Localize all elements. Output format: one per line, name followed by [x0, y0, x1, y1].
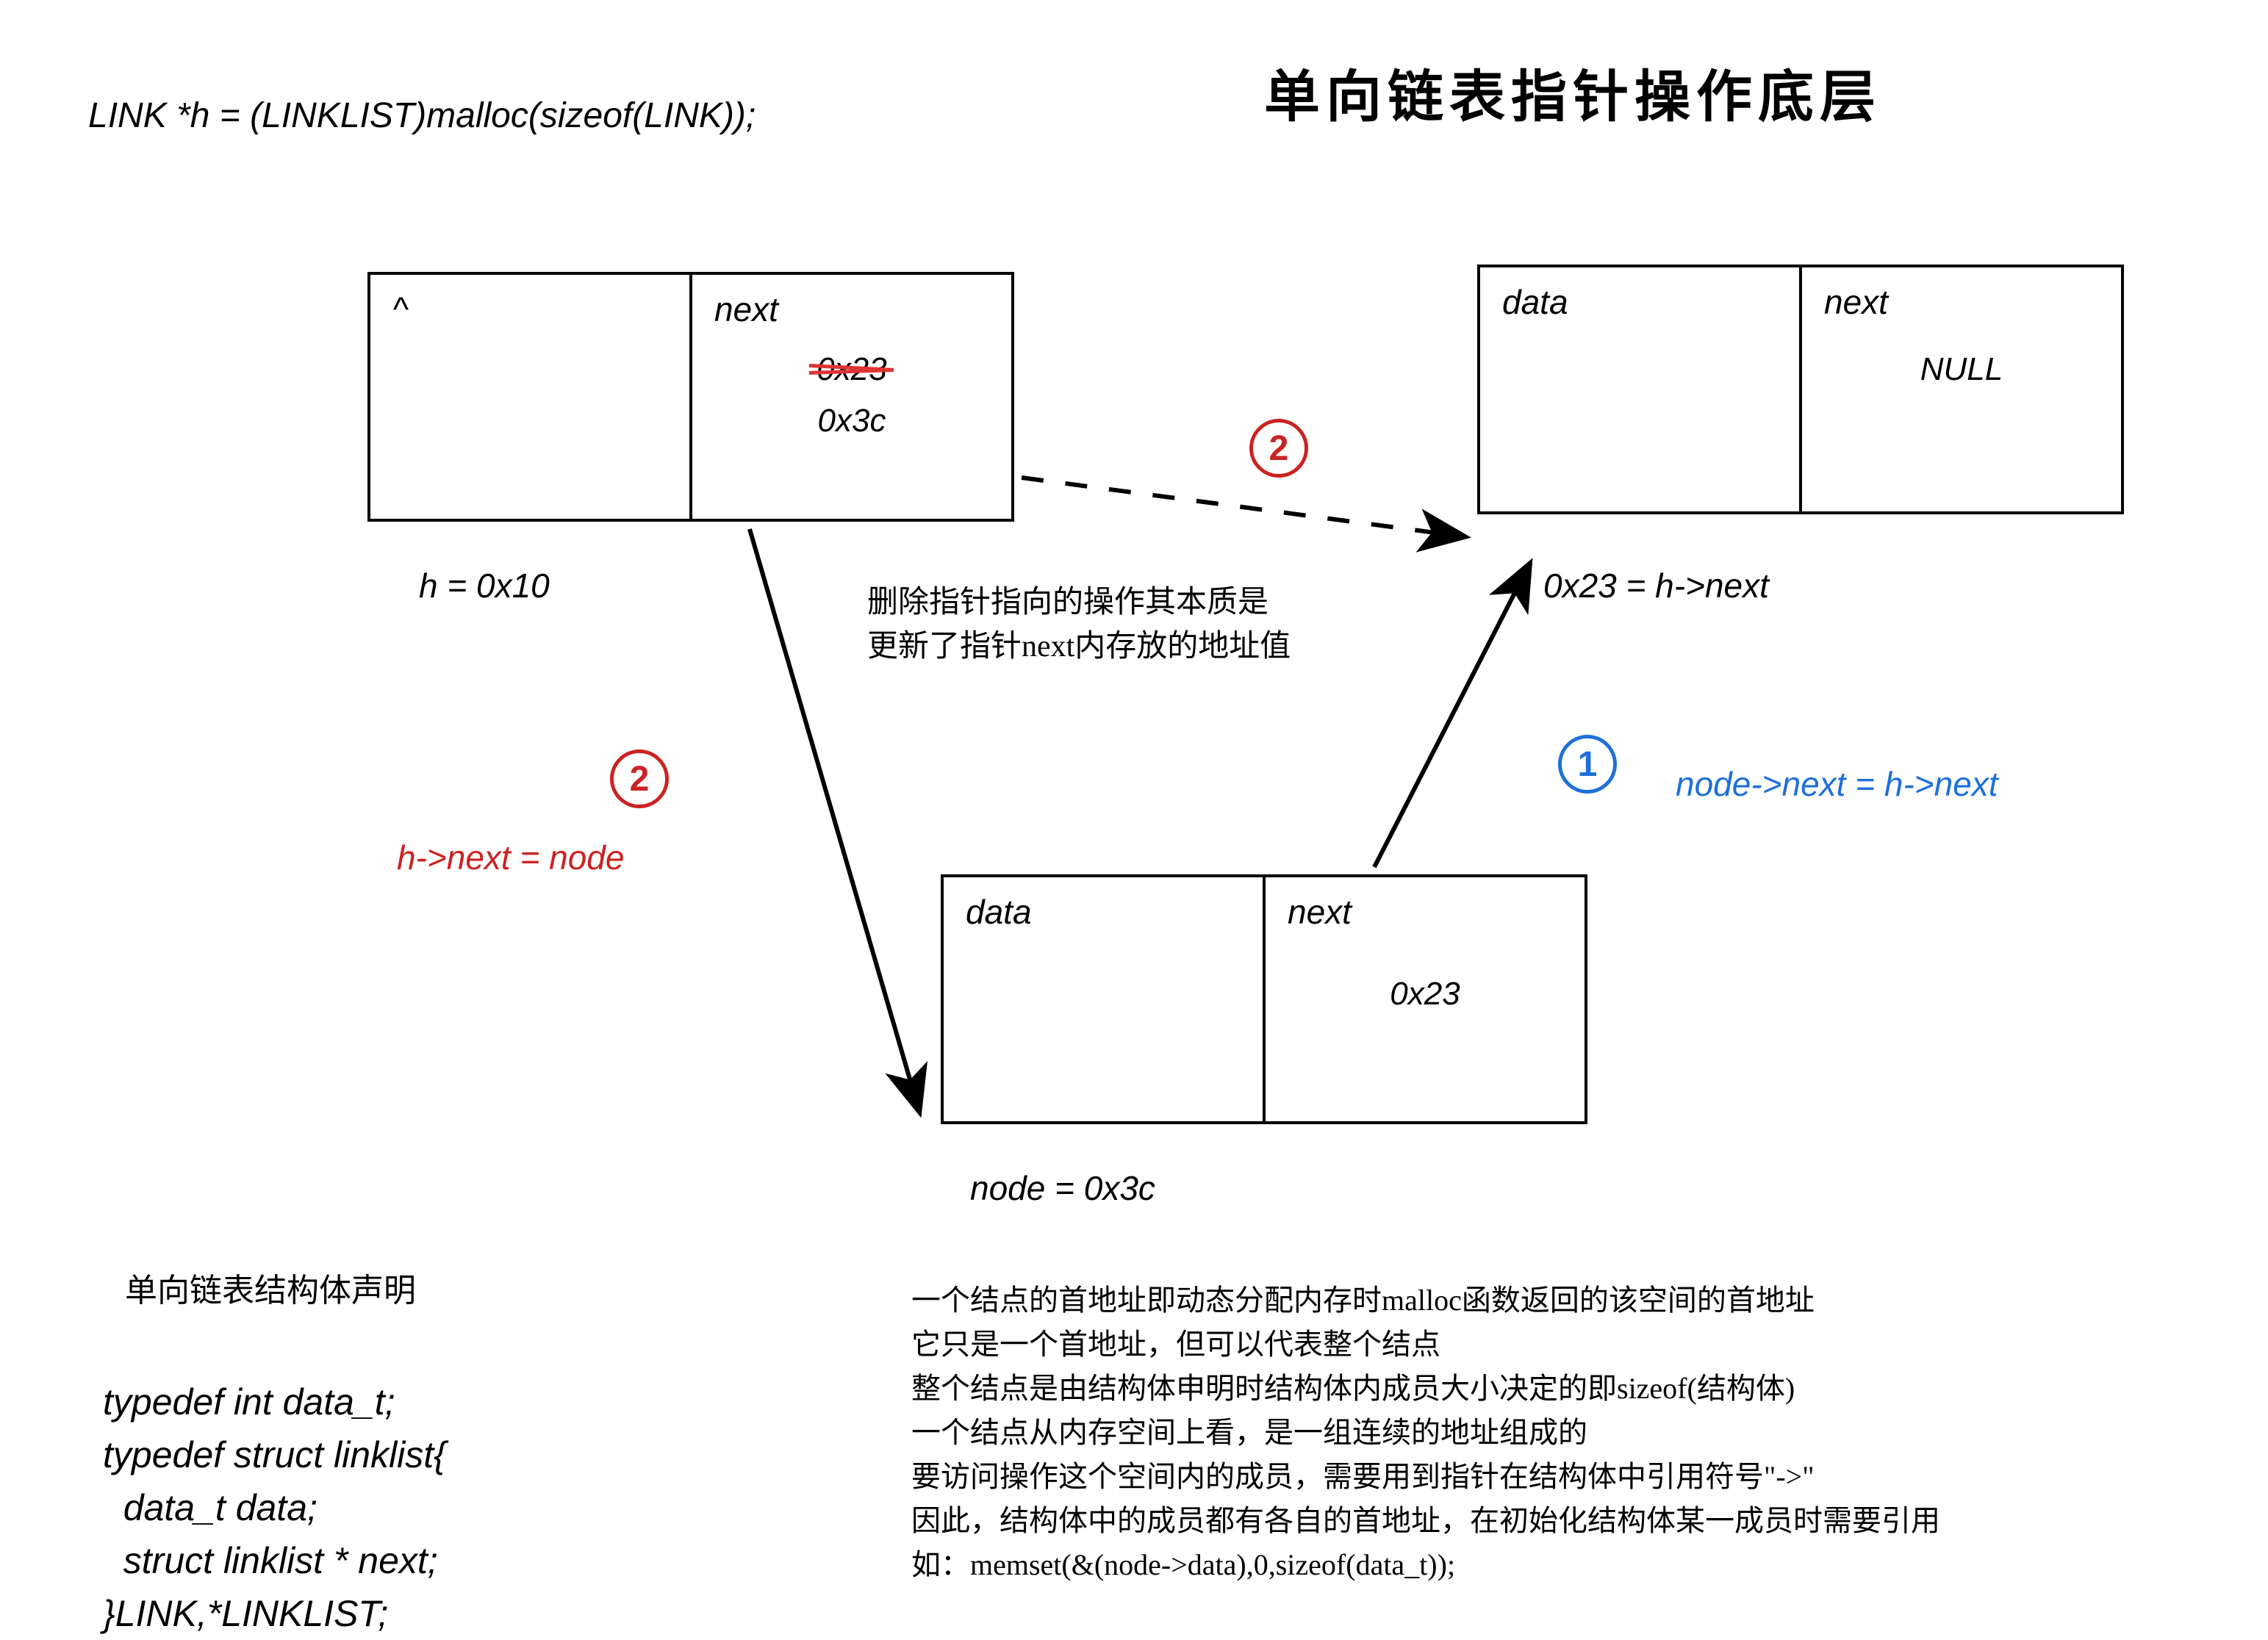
note-line-2: 整个结点是由结构体申明时结构体内成员大小决定的即sizeof(结构体) — [911, 1367, 1940, 1411]
note-line-3: 一个结点从内存空间上看，是一组连续的地址组成的 — [911, 1411, 1940, 1455]
step1-text: node->next = h->next — [1676, 764, 1998, 804]
struct-heading: 单向链表结构体声明 — [125, 1264, 416, 1311]
note-line-5: 因此，结构体中的成员都有各自的首地址，在初始化结构体某一成员时需要引用 — [911, 1499, 1940, 1543]
step2-assign-label: 2 — [630, 759, 650, 799]
node-right-right: next NULL — [1802, 267, 2121, 511]
node-head: ^ next 0x23 0x3c — [367, 272, 1014, 522]
notes-right: 一个结点的首地址即动态分配内存时malloc函数返回的该空间的首地址 它只是一个… — [911, 1278, 1940, 1587]
note-line-6: 如：memset(&(node->data),0,sizeof(data_t))… — [911, 1543, 1940, 1587]
node-head-new-val: 0x3c — [818, 403, 886, 439]
struct-line-2: data_t data; — [103, 1487, 317, 1528]
delete-note-line1: 删除指针指向的操作其本质是 — [867, 580, 1291, 625]
node-bottom-right: next 0x23 — [1266, 877, 1585, 1121]
node-head-right-label: next — [714, 289, 989, 329]
node-bottom-right-label: next — [1288, 892, 1562, 932]
delete-note-line2: 更新了指针next内存放的地址值 — [867, 625, 1291, 669]
code-malloc: LINK *h = (LINKLIST)malloc(sizeof(LINK))… — [88, 96, 756, 136]
node-right-caption: 0x23 = h->next — [1543, 566, 1769, 605]
node-head-caption: h = 0x10 — [419, 566, 550, 605]
step2-arrow-label: 2 — [1269, 428, 1289, 469]
struct-line-1: typedef struct linklist{ — [103, 1434, 446, 1475]
step1-label: 1 — [1578, 744, 1598, 785]
node-bottom-left-label: data — [966, 892, 1241, 932]
node-head-left: ^ — [370, 275, 692, 519]
node-right: data next NULL — [1477, 265, 2124, 514]
delete-note: 删除指针指向的操作其本质是 更新了指针next内存放的地址值 — [867, 580, 1291, 669]
step1-circle: 1 — [1558, 735, 1617, 794]
node-bottom-caption: node = 0x3c — [970, 1168, 1155, 1208]
node-bottom-val: 0x23 — [1390, 976, 1460, 1012]
node-right-val: NULL — [1920, 351, 2003, 387]
arrow-up-to-right — [1374, 566, 1529, 867]
struct-line-0: typedef int data_t; — [103, 1381, 395, 1423]
struct-line-4: }LINK,*LINKLIST; — [103, 1593, 388, 1634]
diagram-title: 单向链表指针操作底层 — [1264, 51, 1881, 132]
node-bottom-left: data — [944, 877, 1266, 1121]
node-bottom: data next 0x23 — [941, 874, 1587, 1124]
struct-body: typedef int data_t; typedef struct linkl… — [103, 1323, 446, 1640]
step2-assign-text: h->next = node — [397, 838, 624, 877]
note-line-1: 它只是一个首地址，但可以代表整个结点 — [911, 1323, 1940, 1367]
node-right-left: data — [1480, 267, 1802, 511]
step2-arrow-circle: 2 — [1249, 419, 1308, 478]
node-head-left-label: ^ — [392, 289, 667, 329]
node-right-left-label: data — [1502, 282, 1777, 322]
note-line-4: 要访问操作这个空间内的成员，需要用到指针在结构体中引用符号"->" — [911, 1455, 1940, 1499]
node-right-right-label: next — [1824, 282, 2099, 322]
arrow-dashed-right — [1022, 478, 1463, 536]
node-head-struck-val: 0x23 — [817, 351, 886, 388]
struct-line-3: struct linklist * next; — [103, 1540, 438, 1581]
note-line-0: 一个结点的首地址即动态分配内存时malloc函数返回的该空间的首地址 — [911, 1278, 1940, 1323]
node-head-right: next 0x23 0x3c — [692, 275, 1011, 519]
step2-assign-circle: 2 — [610, 749, 669, 808]
